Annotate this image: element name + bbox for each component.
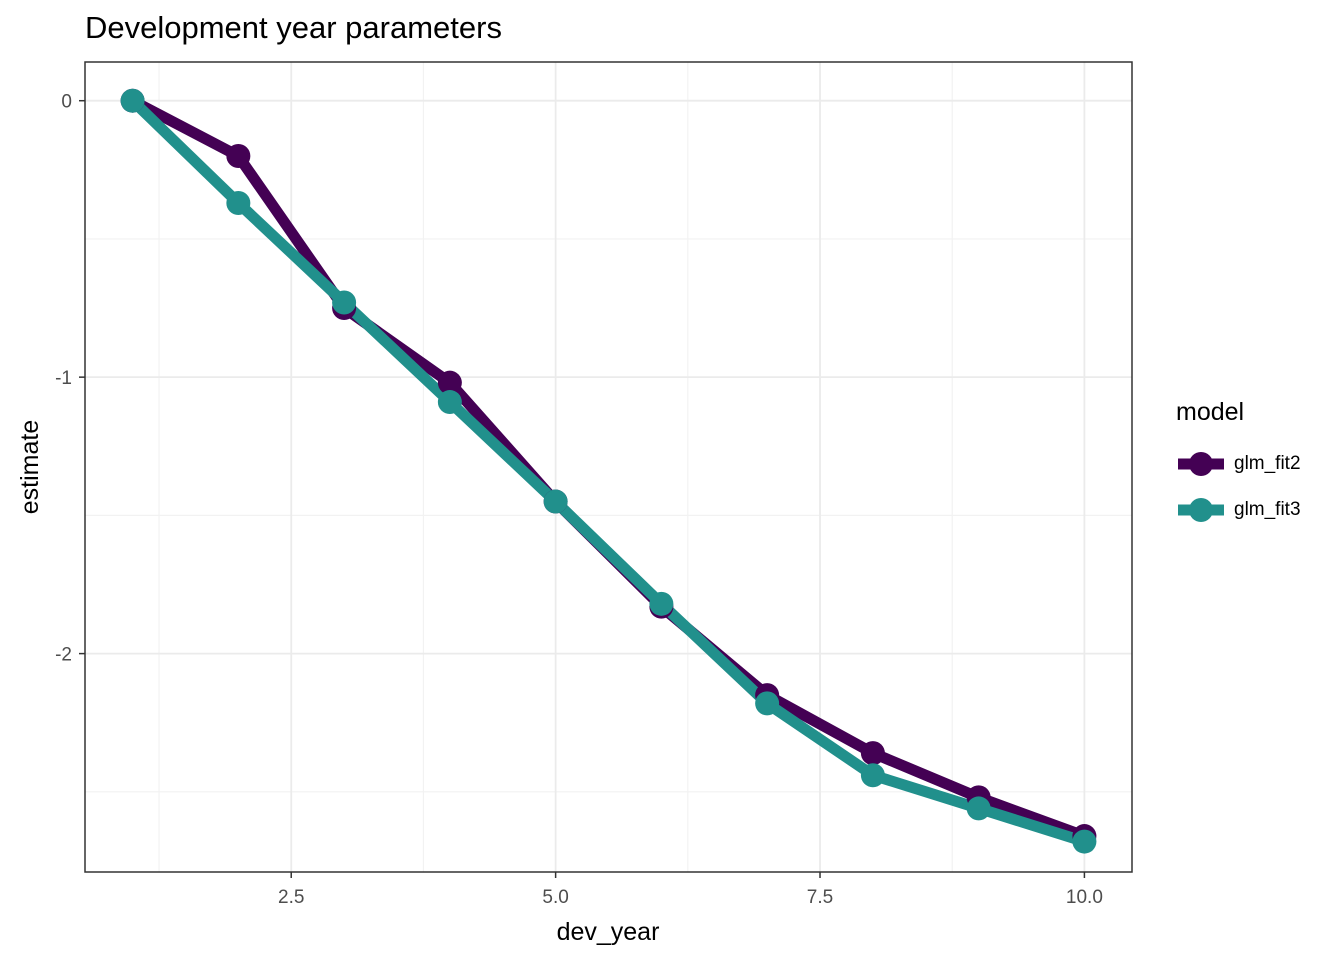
chart-title: Development year parameters xyxy=(85,10,502,45)
legend-swatch xyxy=(1178,452,1224,476)
legend-swatch-point xyxy=(1189,498,1213,522)
data-point-glm-fit3 xyxy=(649,591,674,616)
data-point-glm-fit2 xyxy=(437,370,462,395)
data-point-glm-fit3 xyxy=(860,763,885,788)
y-tick-label: -2 xyxy=(55,645,72,666)
series-line-glm-fit3 xyxy=(128,96,1087,847)
y-tick-label: -1 xyxy=(55,368,72,389)
x-axis-title: dev_year xyxy=(557,918,660,946)
data-point-glm-fit3 xyxy=(1072,829,1097,854)
legend-swatch-point xyxy=(1189,452,1213,476)
data-point-glm-fit2 xyxy=(860,741,885,766)
panel-border xyxy=(84,61,1133,873)
legend-swatch xyxy=(1178,498,1224,522)
legend-item-glm-fit2: glm_fit2 xyxy=(1176,441,1301,487)
legend-title: model xyxy=(1176,398,1245,426)
data-point-glm-fit3 xyxy=(543,489,568,514)
data-point-glm-fit2 xyxy=(226,143,251,168)
data-point-glm-fit3 xyxy=(226,190,251,215)
y-axis-title: estimate xyxy=(16,420,44,514)
legend-key-glm-fit3 xyxy=(1176,487,1226,533)
x-tick-label: 2.5 xyxy=(278,887,304,908)
x-tick-label: 10.0 xyxy=(1066,887,1103,908)
legend-label-glm-fit3: glm_fit3 xyxy=(1234,499,1301,520)
data-point-glm-fit3 xyxy=(332,290,357,315)
legend: model glm_fit2 glm_fit3 xyxy=(1176,398,1301,533)
data-point-glm-fit3 xyxy=(755,691,780,716)
legend-label-glm-fit2: glm_fit2 xyxy=(1234,453,1301,474)
legend-key-glm-fit2 xyxy=(1176,441,1226,487)
x-tick-label: 5.0 xyxy=(542,887,568,908)
x-tick-label: 7.5 xyxy=(807,887,833,908)
data-point-glm-fit3 xyxy=(966,796,991,821)
panel-background xyxy=(85,62,1132,872)
data-point-glm-fit3 xyxy=(120,88,145,113)
data-point-glm-fit3 xyxy=(437,390,462,415)
legend-item-glm-fit3: glm_fit3 xyxy=(1176,487,1301,533)
y-tick-label: 0 xyxy=(61,92,72,113)
